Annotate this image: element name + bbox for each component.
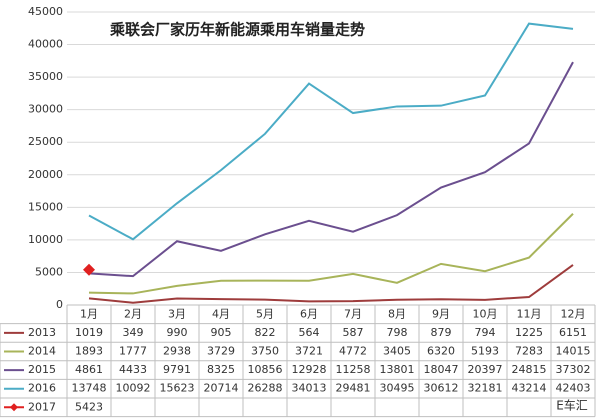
table-value: 1777	[119, 345, 147, 358]
table-value: 43214	[512, 382, 547, 395]
y-tick-label: 35000	[28, 70, 63, 83]
table-value: 794	[475, 326, 496, 339]
table-value: 5193	[471, 345, 499, 358]
y-tick-label: 5000	[35, 265, 63, 278]
table-value: 42403	[556, 382, 591, 395]
table-value: 20714	[204, 382, 239, 395]
table-value: 3750	[251, 345, 279, 358]
table-value: 798	[387, 326, 408, 339]
series-line	[88, 264, 574, 304]
table-value: 6151	[559, 326, 587, 339]
table-value: 4433	[119, 363, 147, 376]
table-value: 4772	[339, 345, 367, 358]
table-value: 3405	[383, 345, 411, 358]
table-value: 1019	[75, 326, 103, 339]
legend-label: 2016	[28, 382, 56, 395]
x-tick-label: 1月	[80, 307, 98, 320]
table-value: 587	[343, 326, 364, 339]
table-value: 15623	[160, 382, 195, 395]
table-value: 1225	[515, 326, 543, 339]
legend-label: 2013	[28, 326, 56, 339]
table-value: 8325	[207, 363, 235, 376]
x-tick-label: 5月	[256, 307, 274, 320]
table-value: 10856	[248, 363, 283, 376]
y-tick-label: 15000	[28, 200, 63, 213]
table-value: 564	[299, 326, 320, 339]
y-tick-label: 30000	[28, 103, 63, 116]
x-tick-label: 7月	[344, 307, 362, 320]
table-value: 18047	[424, 363, 459, 376]
table-value: 990	[167, 326, 188, 339]
x-tick-label: 11月	[517, 307, 542, 320]
table-value: 37302	[556, 363, 591, 376]
table-value: 14015	[556, 345, 591, 358]
table-value: 3729	[207, 345, 235, 358]
data-point	[83, 263, 95, 276]
series-line	[88, 61, 574, 278]
x-tick-label: 8月	[388, 307, 406, 320]
table-value: 29481	[336, 382, 371, 395]
table-value: 822	[255, 326, 276, 339]
legend-marker	[10, 403, 18, 412]
table-value: 13748	[72, 382, 107, 395]
table-value: 26288	[248, 382, 283, 395]
table-value: 6320	[427, 345, 455, 358]
table-value: 3721	[295, 345, 323, 358]
series-line	[88, 213, 574, 295]
x-tick-label: 12月	[561, 307, 586, 320]
chart-title: 乘联会厂家历年新能源乘用车销量走势	[109, 21, 365, 39]
table-value: 905	[211, 326, 232, 339]
y-tick-label: 25000	[28, 135, 63, 148]
table-value: 12928	[292, 363, 327, 376]
table-value: 2938	[163, 345, 191, 358]
table-value: 30495	[380, 382, 415, 395]
table-value: 879	[431, 326, 452, 339]
table-value: 13801	[380, 363, 415, 376]
y-tick-label: 45000	[28, 5, 63, 18]
y-tick-label: 40000	[28, 38, 63, 51]
table-value: 4861	[75, 363, 103, 376]
table-value: 349	[123, 326, 144, 339]
table-value: 9791	[163, 363, 191, 376]
x-tick-label: 9月	[432, 307, 450, 320]
table-value: 24815	[512, 363, 547, 376]
y-tick-label: 0	[56, 298, 63, 311]
legend-label: 2014	[28, 345, 56, 358]
x-tick-label: 4月	[212, 307, 230, 320]
table-value: 1893	[75, 345, 103, 358]
x-tick-label: 3月	[168, 307, 186, 320]
table-value: 11258	[336, 363, 371, 376]
watermark: E车汇	[556, 398, 588, 413]
series-line	[88, 22, 574, 241]
x-tick-label: 6月	[300, 307, 318, 320]
y-tick-label: 10000	[28, 233, 63, 246]
x-tick-label: 2月	[124, 307, 142, 320]
table-value: 32181	[468, 382, 503, 395]
legend-label: 2017	[28, 400, 56, 413]
table-value: 5423	[75, 400, 103, 413]
y-tick-label: 20000	[28, 168, 63, 181]
table-value: 10092	[116, 382, 151, 395]
x-tick-label: 10月	[473, 307, 498, 320]
table-value: 20397	[468, 363, 503, 376]
table-value: 30612	[424, 382, 459, 395]
table-value: 7283	[515, 345, 543, 358]
table-value: 34013	[292, 382, 327, 395]
legend-label: 2015	[28, 363, 56, 376]
